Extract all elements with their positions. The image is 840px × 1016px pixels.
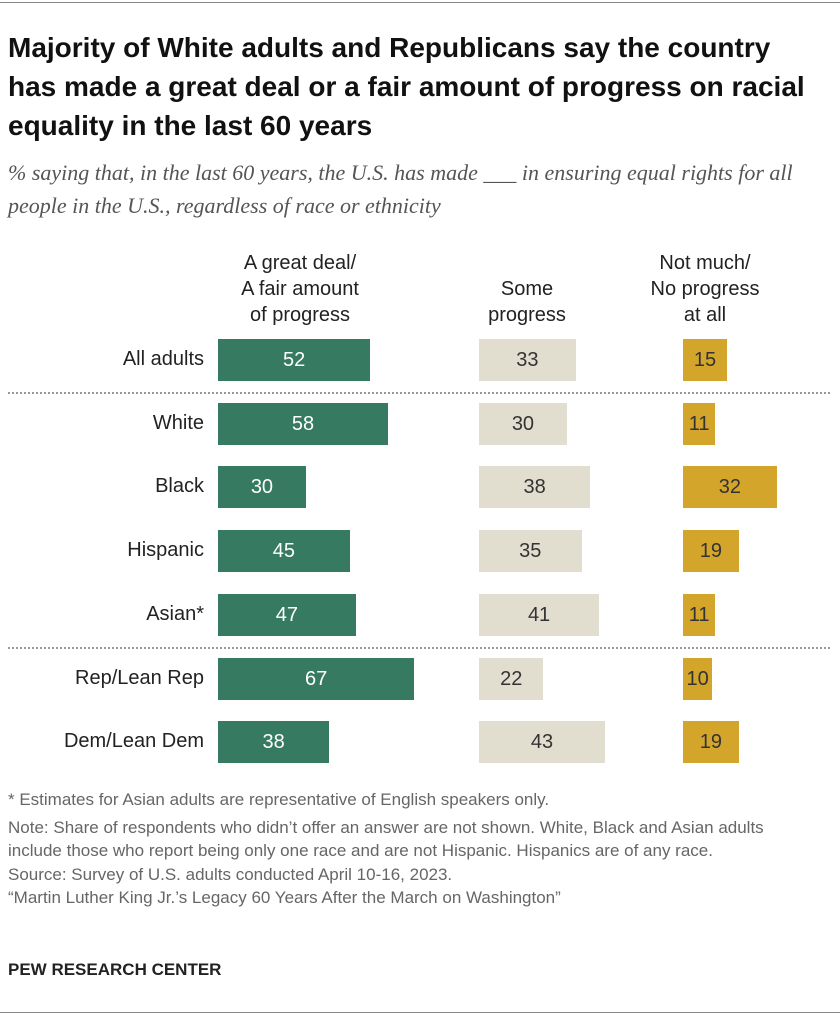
value-label: 67 (305, 667, 328, 690)
legend-label: A great deal/ A fair amount of progress (241, 252, 359, 326)
chart-title: Majority of White adults and Republicans… (8, 32, 805, 141)
source-logo: PEW RESEARCH CENTER (8, 960, 222, 979)
value-label: 30 (511, 412, 535, 435)
category-label: Black (155, 475, 204, 498)
bar (479, 402, 567, 445)
bar (479, 593, 600, 636)
bar (683, 339, 727, 381)
note: * Estimates for Asian adults are represe… (8, 790, 550, 809)
category-label: All adults (122, 348, 204, 370)
value-label: 58 (291, 412, 315, 435)
category-label: Rep/Lean Rep (75, 666, 204, 689)
value-label: 19 (699, 731, 722, 754)
bar (218, 721, 330, 764)
value-label: 32 (718, 476, 741, 499)
value-label: 52 (283, 349, 306, 371)
value-label: 19 (699, 540, 722, 563)
bar (218, 402, 388, 445)
value-label: 47 (275, 603, 298, 626)
bar (479, 721, 605, 764)
value-label: 11 (688, 603, 710, 626)
bar (218, 339, 371, 381)
bar (479, 339, 576, 381)
bar (683, 593, 716, 636)
value-label: 15 (693, 349, 717, 371)
note: “Martin Luther King Jr.’s Legacy 60 Year… (8, 888, 561, 907)
bar (683, 721, 739, 764)
legend-label: Some progress (488, 278, 566, 326)
bar (479, 530, 582, 573)
bar (218, 530, 350, 573)
bar (479, 466, 591, 509)
bar (683, 466, 777, 509)
value-label: 35 (519, 540, 542, 563)
bar (683, 402, 716, 445)
value-label: 38 (262, 731, 285, 754)
category-label: White (152, 411, 204, 434)
bar (683, 657, 713, 700)
value-label: 33 (516, 349, 539, 371)
value-label: 38 (523, 476, 546, 499)
category-label: Hispanic (127, 539, 204, 562)
note: Source: Survey of U.S. adults conducted … (8, 864, 453, 884)
bar (218, 593, 356, 636)
top-border (0, 2, 840, 3)
chart-subtitle: % saying that, in the last 60 years, the… (8, 160, 793, 218)
notes: * Estimates for Asian adults are represe… (8, 788, 808, 910)
value-label: 41 (527, 603, 551, 626)
group-separator (8, 392, 830, 394)
bottom-border (0, 1012, 840, 1013)
value-label: 22 (500, 667, 523, 690)
value-label: 30 (250, 476, 274, 499)
value-label: 11 (688, 412, 710, 435)
value-label: 45 (272, 540, 296, 563)
value-label: 10 (686, 667, 709, 690)
bar (218, 657, 415, 700)
category-label: Dem/Lean Dem (63, 730, 204, 753)
bar (479, 657, 544, 700)
bar (683, 530, 739, 573)
category-label: Asian* (146, 602, 204, 625)
note: Note: Share of respondents who didn’t of… (8, 817, 764, 861)
bar (218, 466, 306, 509)
value-label: 43 (530, 731, 554, 754)
legend-label: Not much/ No progress at all (650, 252, 760, 326)
group-separator (8, 646, 830, 649)
